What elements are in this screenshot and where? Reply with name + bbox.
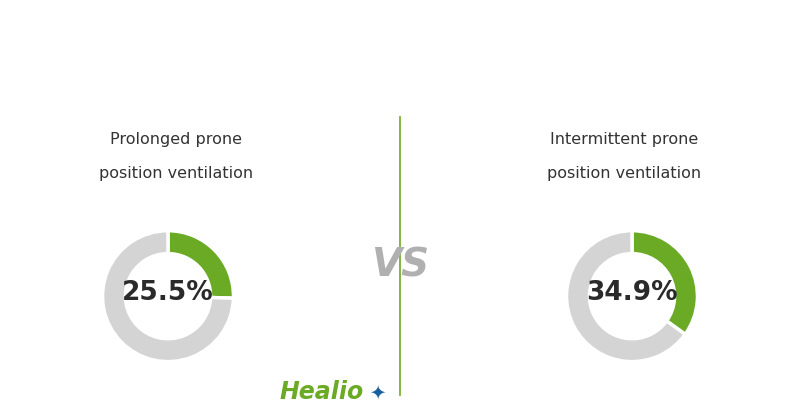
- Text: position ventilation: position ventilation: [99, 165, 253, 181]
- Text: ✦: ✦: [370, 383, 386, 402]
- Text: 30-day mortality among intubated patients: 30-day mortality among intubated patient…: [154, 29, 646, 48]
- Wedge shape: [632, 231, 698, 334]
- Text: Prolonged prone: Prolonged prone: [110, 131, 242, 147]
- Wedge shape: [102, 231, 234, 362]
- Text: VS: VS: [371, 247, 429, 285]
- Text: with COVID-19 receiving prone position ventilation:: with COVID-19 receiving prone position v…: [106, 74, 694, 93]
- Text: Intermittent prone: Intermittent prone: [550, 131, 698, 147]
- Text: Healio: Healio: [280, 380, 364, 404]
- Text: position ventilation: position ventilation: [547, 165, 701, 181]
- Text: 25.5%: 25.5%: [122, 280, 214, 306]
- Wedge shape: [168, 231, 234, 298]
- Text: 34.9%: 34.9%: [586, 280, 678, 306]
- Wedge shape: [566, 231, 686, 362]
